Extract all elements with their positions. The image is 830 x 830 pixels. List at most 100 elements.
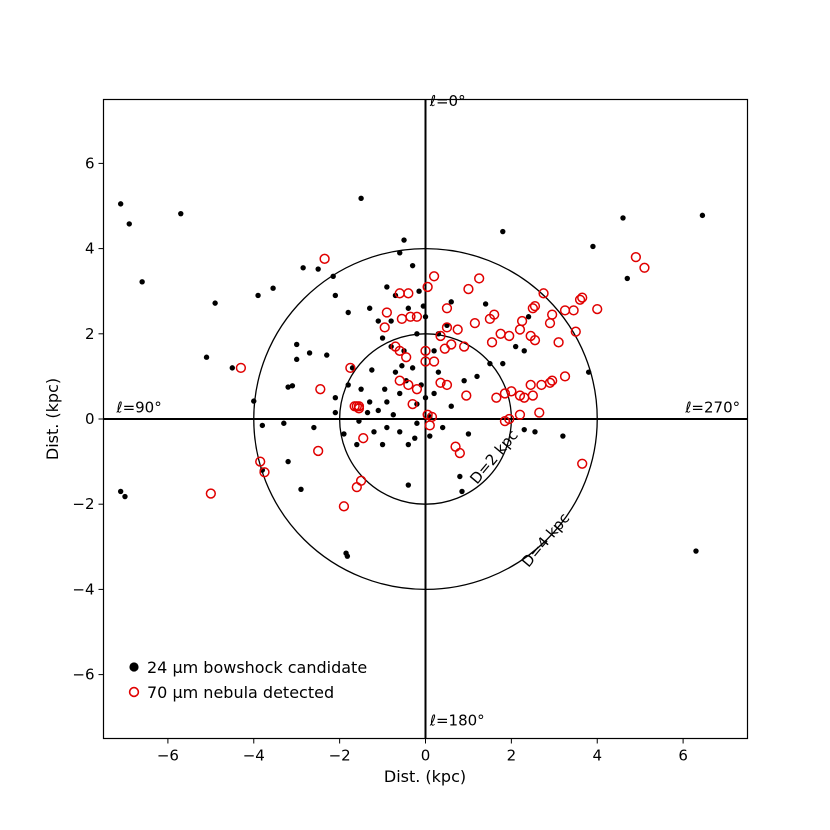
nebula-detected-point <box>259 467 270 478</box>
y-tick-label: −4 <box>72 580 94 598</box>
nebula-detected-point <box>351 401 362 412</box>
annotation-label: ℓ=180° <box>429 712 485 730</box>
nebula-detected-point <box>458 341 470 352</box>
bowshock-candidate-point <box>354 441 360 448</box>
bowshock-candidate-point <box>203 354 210 360</box>
series-nebula-detected <box>205 251 650 512</box>
nebula-detected-point <box>538 288 549 299</box>
bowshock-candidate-point <box>521 426 527 433</box>
bowshock-candidate-point <box>379 441 386 448</box>
nebula-detected-point <box>574 294 586 305</box>
nebula-detected-point <box>568 305 579 316</box>
bowshock-candidate-point <box>366 305 373 311</box>
bowshock-candidate-point <box>345 309 351 316</box>
x-tick-label: −6 <box>157 747 179 765</box>
annotation-label: ℓ=270° <box>684 399 740 417</box>
nebula-detected-point <box>630 251 642 263</box>
legend: 24 μm bowshock candidate 70 μm nebula de… <box>128 658 367 702</box>
x-tick-label: −4 <box>243 747 265 765</box>
nebula-detected-point <box>205 488 216 499</box>
nebula-detected-point <box>313 445 324 457</box>
bowshock-candidate-point <box>401 237 407 243</box>
bowshock-candidate-point <box>379 335 386 341</box>
bowshock-candidate-point <box>448 403 454 409</box>
nebula-detected-point <box>403 379 414 391</box>
bowshock-candidate-point <box>229 365 235 371</box>
bowshock-candidate-point <box>585 369 592 375</box>
nebula-detected-point <box>401 352 412 363</box>
bowshock-candidate-point <box>414 420 420 426</box>
bowshock-candidate-point <box>431 348 437 354</box>
nebula-detected-point <box>428 271 440 282</box>
nebula-detected-point <box>525 379 536 391</box>
nebula-detected-point <box>463 283 474 295</box>
bowshock-candidate-point <box>422 395 429 401</box>
annotation-label: ℓ=0° <box>429 92 466 110</box>
bowshock-candidate-point <box>405 441 412 448</box>
y-axis-label: Dist. (kpc) <box>43 378 62 460</box>
bowshock-candidate-point <box>620 215 626 221</box>
bowshock-candidate-point <box>448 299 454 305</box>
nebula-detected-point <box>403 288 414 299</box>
x-tick-label: 0 <box>421 747 431 765</box>
y-tick-label: −2 <box>72 495 94 513</box>
y-axis-ticks: −6 −4 −2 0 2 4 6 <box>72 154 104 684</box>
bowshock-candidate-point <box>384 284 390 290</box>
nebula-detected-point <box>379 322 390 333</box>
nebula-detected-point <box>519 392 530 403</box>
bowshock-candidate-point <box>356 418 362 424</box>
nebula-detected-point <box>355 475 367 486</box>
nebula-detected-point <box>499 388 511 399</box>
bowshock-candidate-point <box>332 395 339 401</box>
bowshock-candidate-point <box>422 314 429 320</box>
bowshock-candidate-point <box>178 210 184 217</box>
nebula-detected-point <box>469 318 481 329</box>
nebula-detected-point <box>504 330 515 342</box>
nebula-detected-point <box>255 456 266 467</box>
bowshock-candidate-point <box>525 314 532 320</box>
y-tick-label: 0 <box>85 410 95 428</box>
bowshock-candidate-point <box>358 386 364 392</box>
bowshock-candidate-point <box>416 288 422 294</box>
x-tick-label: 6 <box>678 747 688 765</box>
bowshock-candidate-point <box>624 275 630 282</box>
bowshock-candidate-point <box>444 322 450 328</box>
bowshock-candidate-point <box>345 382 351 388</box>
bowshock-candidate-point <box>465 431 472 437</box>
nebula-detected-point <box>559 371 571 382</box>
x-tick-label: 4 <box>592 747 602 765</box>
nebula-detected-point <box>486 337 498 348</box>
bowshock-candidate-point <box>364 409 371 416</box>
bowshock-candidate-point <box>332 292 339 299</box>
bowshock-candidate-point <box>369 367 375 373</box>
nebula-detected-point <box>446 339 457 350</box>
bowshock-candidate-point <box>399 363 405 369</box>
bowshock-candidate-point <box>388 318 394 324</box>
bowshock-candidate-point <box>382 386 388 392</box>
nebula-detected-point <box>353 403 365 414</box>
nebula-detected-point <box>358 433 369 444</box>
nebula-detected-point <box>544 377 556 388</box>
bowshock-candidate-point <box>390 412 396 418</box>
bowshock-candidate-point <box>375 318 381 324</box>
y-tick-label: 4 <box>85 240 95 258</box>
bowshock-candidate-point <box>412 435 418 441</box>
nebula-detected-point <box>435 377 446 388</box>
nebula-detected-point <box>529 300 541 312</box>
nebula-detected-point <box>394 375 405 386</box>
bowshock-candidate-point <box>693 548 699 554</box>
nebula-detected-point <box>345 362 356 374</box>
bowshock-candidate-point <box>435 369 442 375</box>
legend-marker-detected <box>128 686 140 698</box>
bowshock-candidate-point <box>117 201 124 207</box>
bowshock-candidate-point <box>117 488 124 495</box>
bowshock-candidate-point <box>251 398 257 404</box>
bowshock-candidate-point <box>126 221 132 227</box>
bowshock-candidate-point <box>409 365 416 371</box>
nebula-detected-point <box>420 345 431 356</box>
bowshock-candidate-point <box>397 390 403 397</box>
x-axis-label: Dist. (kpc) <box>384 767 466 786</box>
nebula-detected-point <box>639 262 650 273</box>
nebula-detected-point <box>319 253 330 264</box>
bowshock-candidate-point <box>285 458 291 465</box>
